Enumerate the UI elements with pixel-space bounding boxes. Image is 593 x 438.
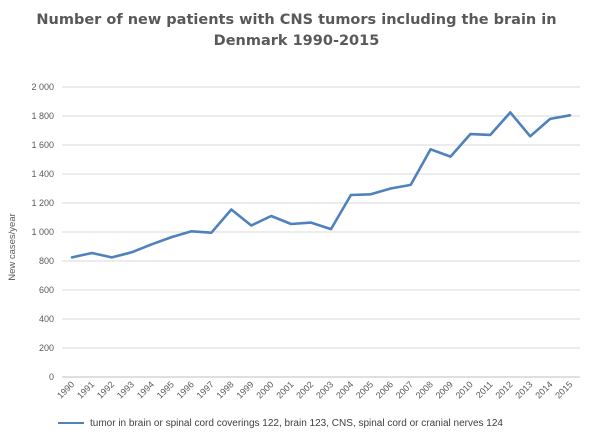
x-tick-label: 1990 <box>55 379 76 400</box>
x-tick-label: 2012 <box>493 379 514 400</box>
series-line <box>70 111 572 259</box>
x-tick-label: 2011 <box>474 379 495 400</box>
y-tick-label: 200 <box>39 343 54 353</box>
x-tick-label: 2003 <box>314 379 335 400</box>
x-tick-label: 1992 <box>95 379 116 400</box>
x-tick-label: 2008 <box>414 379 435 400</box>
y-tick-label: 1 600 <box>31 140 54 150</box>
x-tick-label: 2002 <box>294 379 315 400</box>
x-tick-label: 1996 <box>175 379 196 400</box>
y-tick-label: 0 <box>49 372 54 382</box>
chart-title-line-1: Number of new patients with CNS tumors i… <box>36 12 557 28</box>
x-tick-label: 2010 <box>454 379 475 400</box>
x-tick-label: 2007 <box>394 379 415 400</box>
x-tick-label: 2005 <box>354 379 375 400</box>
chart-title: Number of new patients with CNS tumors i… <box>0 10 593 52</box>
x-tick-label: 1991 <box>75 379 96 400</box>
y-tick-label: 1 400 <box>31 169 54 179</box>
y-axis-tick-labels: 0 200 400 600 800 1 000 1 200 1 400 1 600 1 800 2 … <box>31 82 54 382</box>
legend-swatch <box>58 422 84 424</box>
gridlines <box>62 86 580 349</box>
y-axis-label: New cases/year <box>7 213 18 281</box>
x-tick-label: 2009 <box>434 379 455 400</box>
x-tick-label: 2013 <box>513 379 534 400</box>
x-tick-label: 1997 <box>195 379 216 400</box>
x-axis-tick-labels: 1990199119921993199419951996199719981999… <box>55 379 574 400</box>
legend-label: tumor in brain or spinal cord coverings … <box>90 417 503 429</box>
y-tick-label: 400 <box>39 314 54 324</box>
x-tick-label: 2006 <box>374 379 395 400</box>
x-tick-label: 2001 <box>274 379 295 400</box>
legend: tumor in brain or spinal cord coverings … <box>58 415 503 431</box>
y-tick-label: 1 800 <box>31 111 54 121</box>
y-tick-label: 1 000 <box>31 227 54 237</box>
y-tick-label: 1 200 <box>31 198 54 208</box>
y-tick-label: 800 <box>39 256 54 266</box>
x-tick-label: 1993 <box>115 379 136 400</box>
x-tick-label: 2015 <box>553 379 574 400</box>
x-tick-label: 2004 <box>334 379 355 400</box>
x-tick-label: 1998 <box>215 379 236 400</box>
x-tick-label: 1994 <box>135 379 156 400</box>
y-tick-label: 2 000 <box>31 82 54 92</box>
x-tick-label: 2014 <box>533 379 554 400</box>
x-tick-label: 1999 <box>234 379 255 400</box>
chart-title-line-2: Denmark 1990-2015 <box>213 33 380 49</box>
y-tick-label: 600 <box>39 285 54 295</box>
x-tick-label: 2000 <box>254 379 275 400</box>
x-tick-label: 1995 <box>155 379 176 400</box>
